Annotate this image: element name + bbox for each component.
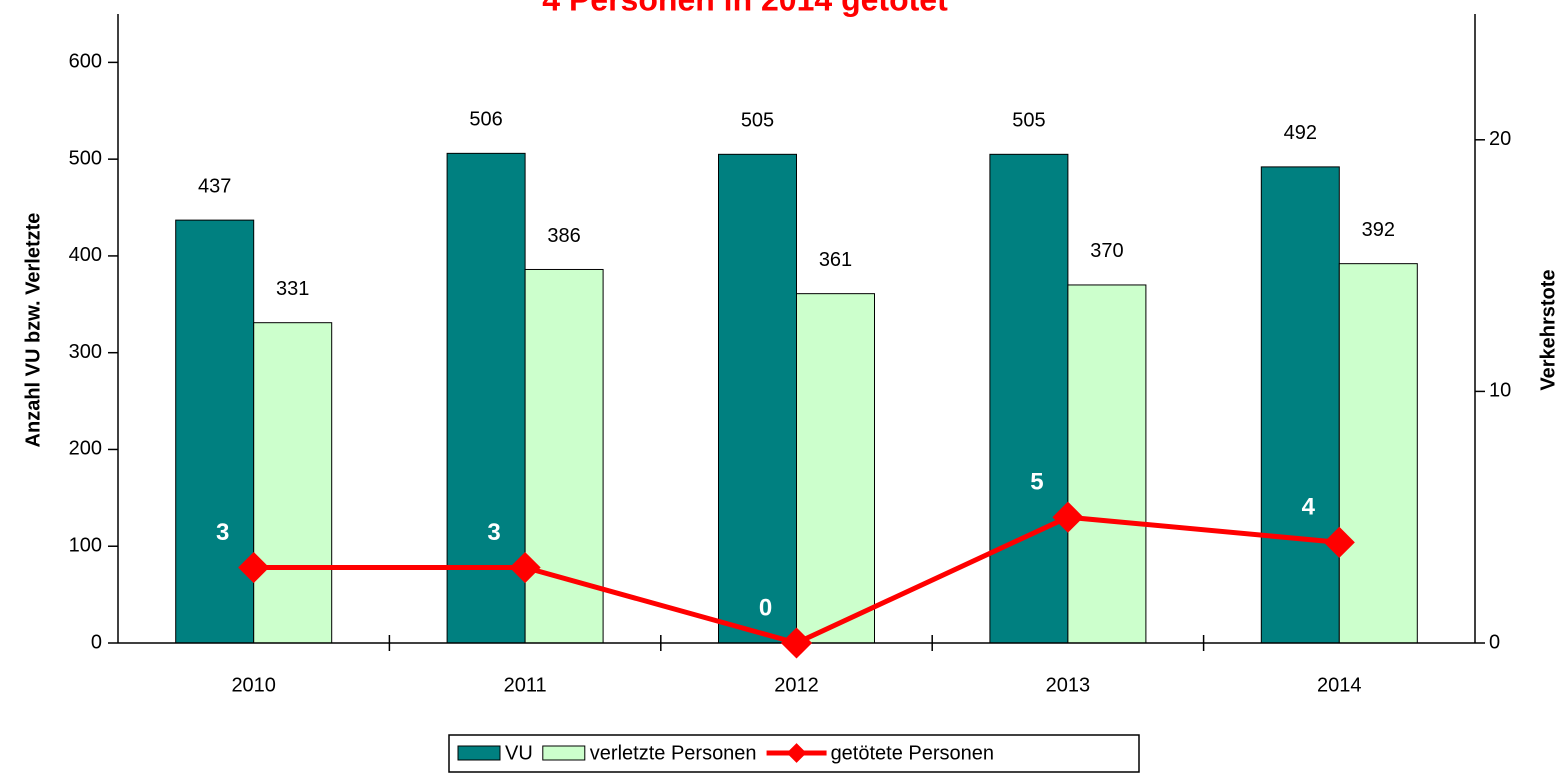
legend-label: VU (505, 742, 533, 764)
bar-value-label: 505 (1012, 110, 1045, 132)
bar-value-label: 361 (819, 249, 852, 271)
y2-tick-label: 0 (1489, 631, 1500, 653)
y-tick-label: 500 (69, 147, 102, 169)
legend-swatch (457, 745, 501, 761)
y-tick-label: 100 (69, 535, 102, 557)
y-tick-label: 400 (69, 244, 102, 266)
bar (1260, 166, 1340, 644)
y-tick-label: 300 (69, 341, 102, 363)
legend-label: getötete Personen (831, 742, 994, 764)
y-axis-title: Anzahl VU bzw. Verletzte (22, 213, 44, 448)
x-tick-label: 2012 (774, 674, 819, 696)
line-value-label: 3 (487, 519, 500, 546)
bar-value-label: 506 (469, 109, 502, 131)
line-value-label: 5 (1030, 469, 1043, 496)
bar-value-label: 505 (741, 110, 774, 132)
y2-tick-label: 10 (1489, 380, 1511, 402)
y-tick-label: 600 (69, 51, 102, 73)
x-tick-label: 2014 (1317, 674, 1362, 696)
bar (253, 322, 333, 644)
line-value-label: 0 (759, 594, 772, 621)
line-value-label: 4 (1302, 494, 1316, 521)
y-tick-label: 200 (69, 438, 102, 460)
x-tick-label: 2013 (1046, 674, 1091, 696)
bar-value-label: 437 (198, 175, 231, 197)
legend-label: verletzte Personen (590, 742, 757, 764)
bar-value-label: 331 (276, 278, 309, 300)
bar (175, 219, 255, 644)
bar (1338, 263, 1418, 644)
y2-tick-label: 20 (1489, 128, 1511, 150)
bar-value-label: 492 (1284, 122, 1317, 144)
bar (718, 153, 797, 644)
chart-title: 4 Personen in 2014 getötet (542, 0, 948, 17)
bar (1067, 284, 1147, 644)
line-value-label: 3 (216, 519, 229, 546)
bar-value-label: 392 (1362, 219, 1395, 241)
bar-value-label: 370 (1090, 240, 1123, 262)
bar-value-label: 386 (547, 225, 580, 247)
y2-axis-title: Verkehrstote (1537, 269, 1559, 390)
bar (989, 153, 1069, 644)
x-tick-label: 2010 (231, 674, 276, 696)
bar (446, 152, 526, 644)
y-tick-label: 0 (91, 631, 102, 653)
legend-marker (786, 743, 807, 763)
x-tick-label: 2011 (504, 674, 547, 696)
legend-swatch (542, 745, 586, 761)
bar (796, 293, 875, 644)
